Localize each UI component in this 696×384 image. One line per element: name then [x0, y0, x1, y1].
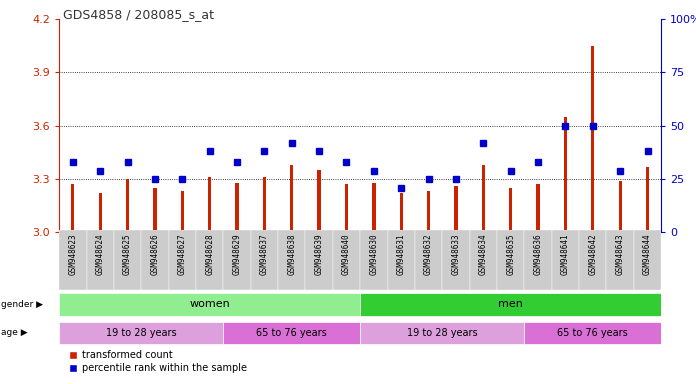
Text: gender ▶: gender ▶ — [1, 300, 43, 309]
Text: 65 to 76 years: 65 to 76 years — [256, 328, 327, 338]
Text: GSM948644: GSM948644 — [643, 233, 652, 275]
Text: women: women — [189, 299, 230, 310]
Text: GSM948641: GSM948641 — [561, 233, 570, 275]
Text: GSM948628: GSM948628 — [205, 233, 214, 275]
Bar — [278, 230, 306, 290]
Text: GSM948627: GSM948627 — [177, 233, 187, 275]
Text: 19 to 28 years: 19 to 28 years — [407, 328, 477, 338]
Bar — [579, 230, 606, 290]
Bar — [634, 230, 661, 290]
Text: GSM948623: GSM948623 — [68, 233, 77, 275]
Bar — [454, 186, 457, 232]
Bar — [552, 230, 579, 290]
Text: GSM948630: GSM948630 — [370, 233, 379, 275]
Bar — [141, 230, 168, 290]
Bar — [400, 193, 403, 232]
Bar — [361, 293, 661, 316]
Text: 19 to 28 years: 19 to 28 years — [106, 328, 177, 338]
Text: GSM948638: GSM948638 — [287, 233, 296, 275]
Bar — [619, 181, 622, 232]
Bar — [59, 230, 86, 290]
Bar — [564, 117, 567, 232]
Bar — [59, 293, 361, 316]
Bar — [99, 193, 102, 232]
Bar — [59, 322, 223, 344]
Bar — [388, 230, 415, 290]
Bar — [86, 230, 114, 290]
Text: GSM948629: GSM948629 — [232, 233, 242, 275]
Text: GSM948632: GSM948632 — [424, 233, 433, 275]
Bar — [235, 183, 239, 232]
Text: GSM948635: GSM948635 — [506, 233, 515, 275]
Bar — [181, 192, 184, 232]
Bar — [251, 230, 278, 290]
Bar — [537, 184, 539, 232]
Bar — [290, 165, 294, 232]
Text: GSM948626: GSM948626 — [150, 233, 159, 275]
Bar — [442, 230, 470, 290]
Bar — [208, 177, 212, 232]
Text: GSM948643: GSM948643 — [616, 233, 624, 275]
Bar — [333, 230, 361, 290]
Bar — [71, 184, 74, 232]
Text: GSM948625: GSM948625 — [123, 233, 132, 275]
Bar — [591, 46, 594, 232]
Text: GSM948631: GSM948631 — [397, 233, 406, 275]
Text: GSM948624: GSM948624 — [96, 233, 104, 275]
Bar — [606, 230, 634, 290]
Text: GSM948636: GSM948636 — [534, 233, 543, 275]
Bar — [223, 230, 251, 290]
Bar — [223, 322, 361, 344]
Bar — [415, 230, 442, 290]
Bar — [263, 177, 266, 232]
Text: GSM948633: GSM948633 — [452, 233, 461, 275]
Bar — [372, 183, 376, 232]
Bar — [345, 184, 348, 232]
Bar — [196, 230, 223, 290]
Bar — [482, 165, 485, 232]
Text: GSM948634: GSM948634 — [479, 233, 488, 275]
Text: age ▶: age ▶ — [1, 328, 28, 338]
Text: GSM948640: GSM948640 — [342, 233, 351, 275]
Legend: transformed count, percentile rank within the sample: transformed count, percentile rank withi… — [64, 346, 251, 377]
Bar — [168, 230, 196, 290]
Bar — [524, 230, 552, 290]
Bar — [114, 230, 141, 290]
Text: 65 to 76 years: 65 to 76 years — [557, 328, 628, 338]
Text: men: men — [498, 299, 523, 310]
Bar — [361, 230, 388, 290]
Bar — [427, 192, 430, 232]
Bar — [306, 230, 333, 290]
Bar — [497, 230, 524, 290]
Bar — [153, 188, 157, 232]
Bar — [509, 188, 512, 232]
Text: GSM948642: GSM948642 — [588, 233, 597, 275]
Bar — [646, 167, 649, 232]
Bar — [524, 322, 661, 344]
Text: GSM948637: GSM948637 — [260, 233, 269, 275]
Text: GSM948639: GSM948639 — [315, 233, 324, 275]
Bar — [470, 230, 497, 290]
Bar — [126, 179, 129, 232]
Bar — [317, 170, 321, 232]
Bar — [361, 322, 524, 344]
Text: GDS4858 / 208085_s_at: GDS4858 / 208085_s_at — [63, 8, 214, 22]
